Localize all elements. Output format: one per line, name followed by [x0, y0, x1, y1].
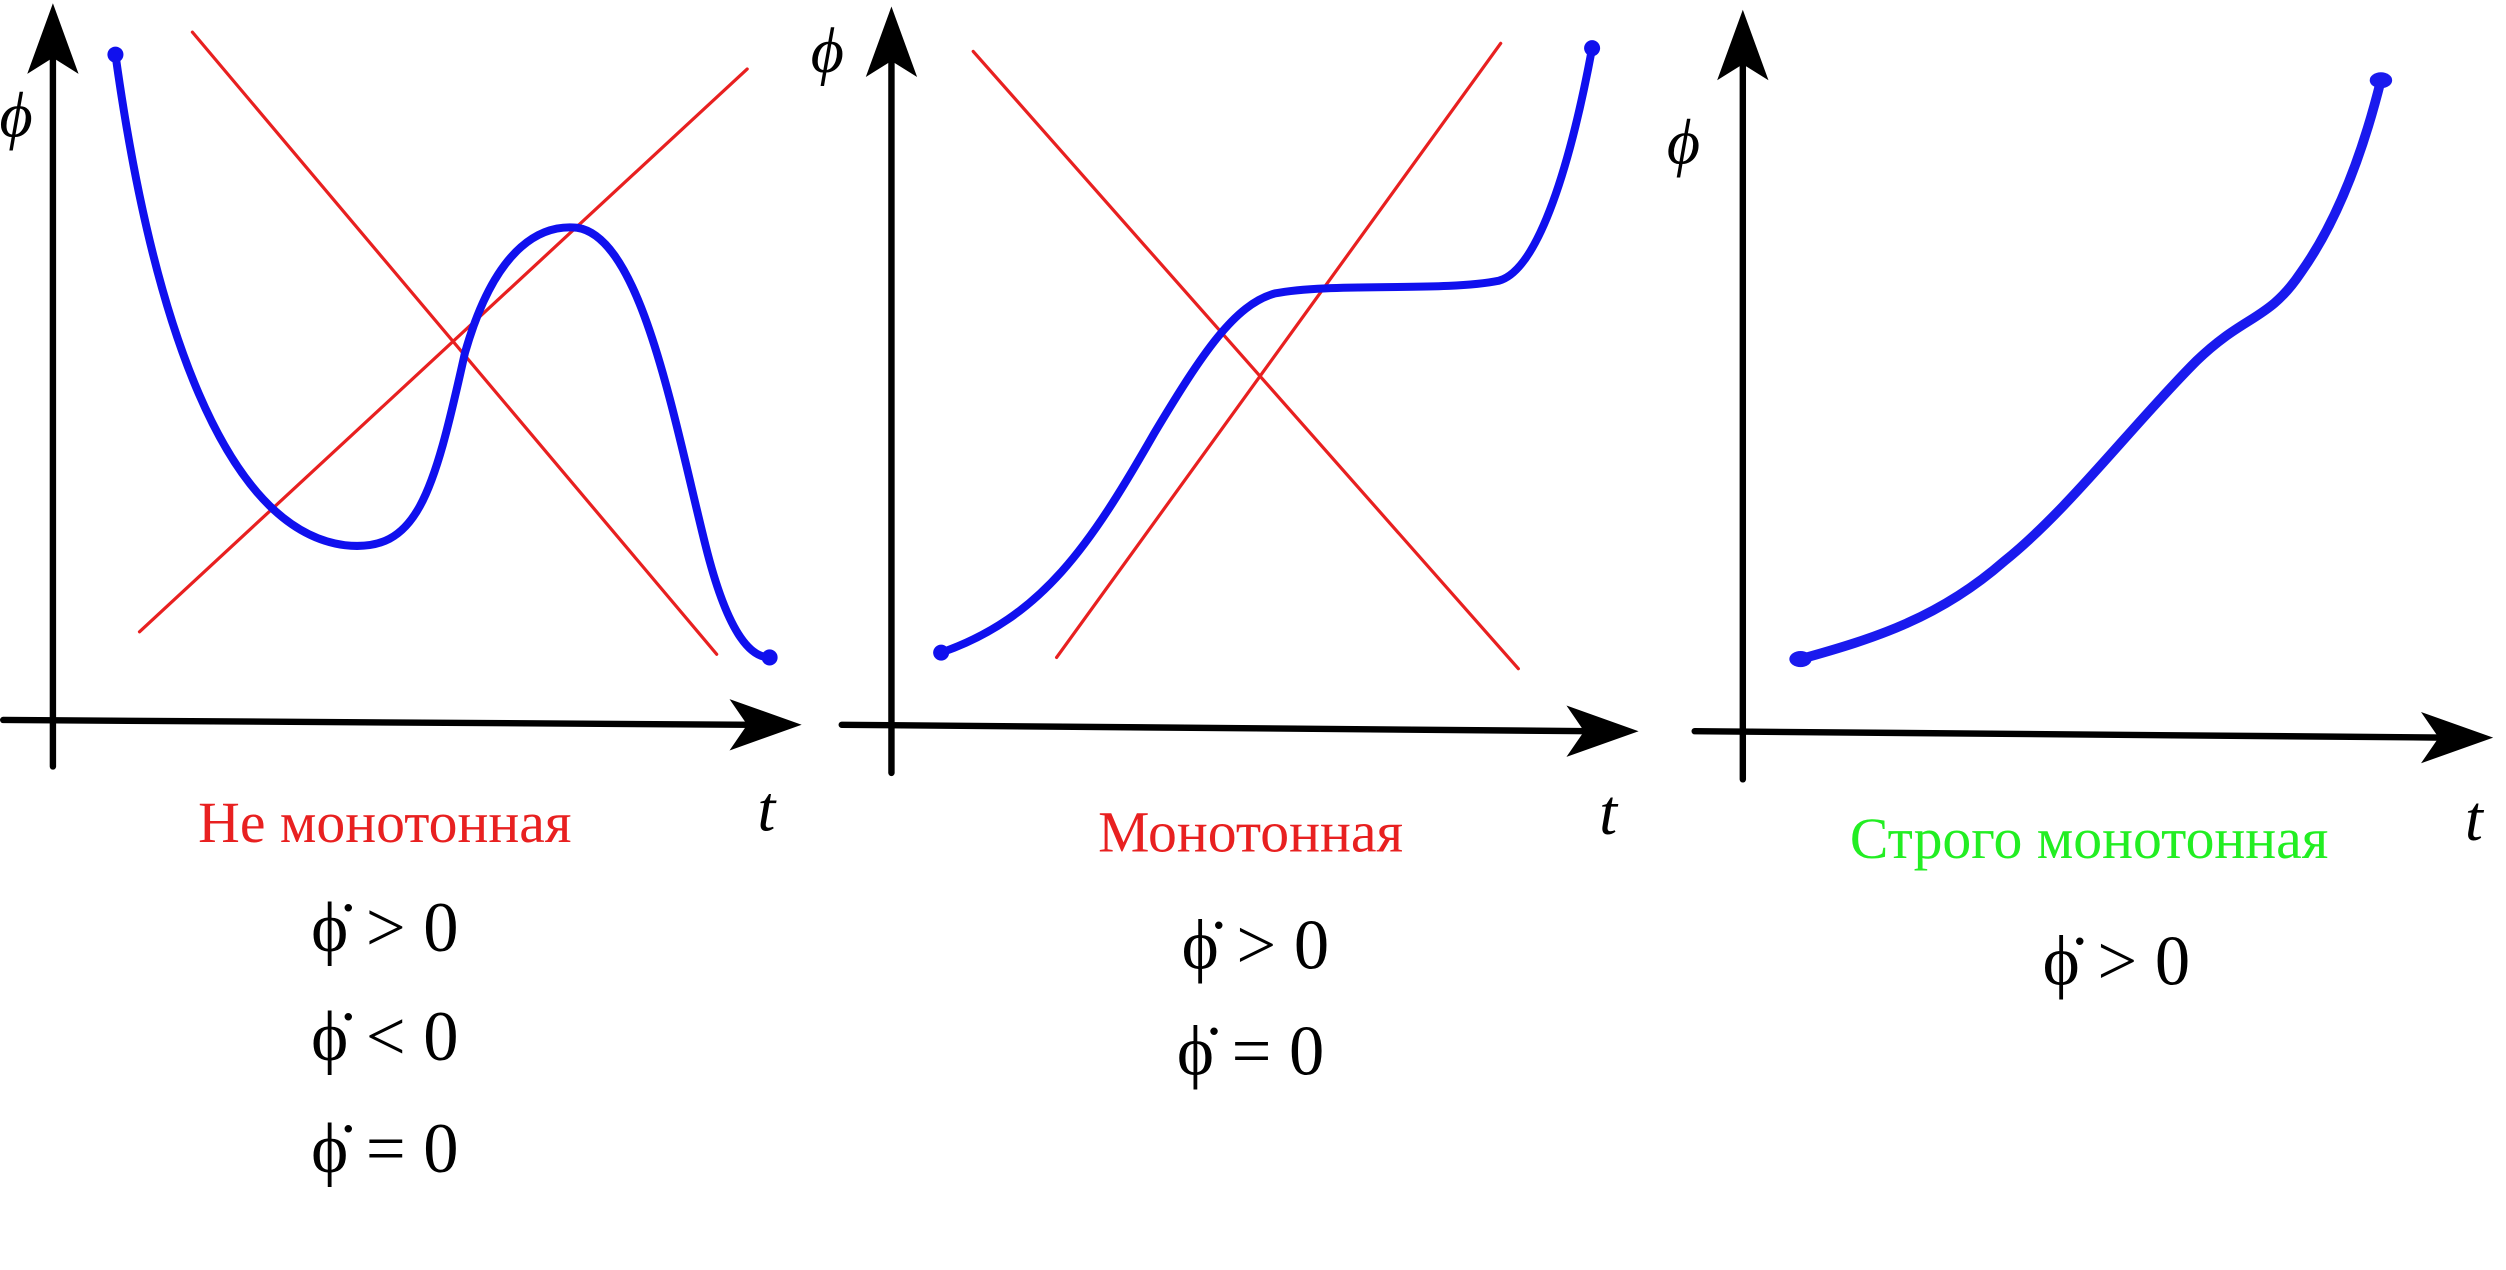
panel-title: Строго монотонная: [1850, 808, 2328, 871]
x-axis: [1691, 727, 2449, 741]
x-label: t: [757, 774, 777, 845]
point: [107, 46, 124, 63]
arrow: [2421, 711, 2494, 764]
condition: ϕ̇ = 0: [311, 1110, 458, 1188]
x-label: t: [2465, 783, 2485, 854]
x-label: t: [1599, 777, 1619, 848]
curve: [111, 50, 774, 662]
point: [1789, 651, 1812, 668]
panel-1: [0, 3, 802, 770]
condition: ϕ̇ > 0: [311, 889, 458, 967]
condition: ϕ̇ = 0: [1177, 1012, 1324, 1090]
arrow: [1566, 705, 1639, 757]
cross-line: [971, 49, 1520, 671]
condition: ϕ̇ > 0: [2043, 923, 2190, 1001]
cross-line: [137, 67, 749, 634]
arrow: [729, 699, 802, 751]
y-label: ϕ: [0, 79, 33, 150]
x-axis: [0, 716, 757, 728]
point: [1584, 40, 1601, 57]
curve: [1795, 75, 2386, 664]
x-axis: [838, 721, 1594, 735]
curve: [937, 44, 1597, 657]
y-label: ϕ: [811, 15, 844, 86]
point: [933, 644, 950, 661]
panel-3: [1691, 9, 2494, 783]
cross-line: [190, 30, 719, 656]
point: [761, 649, 778, 666]
arrow: [27, 3, 79, 74]
panel-title: Не монотонная: [198, 792, 571, 855]
panel-title: Монотонная: [1098, 801, 1403, 864]
condition: ϕ̇ > 0: [1182, 906, 1329, 984]
arrow: [865, 6, 918, 78]
panel-2: [838, 6, 1639, 777]
arrow: [1717, 9, 1769, 81]
y-label: ϕ: [1667, 107, 1700, 178]
point: [2369, 72, 2393, 89]
cross-line: [1054, 41, 1503, 660]
condition: ϕ̇ < 0: [311, 998, 458, 1076]
